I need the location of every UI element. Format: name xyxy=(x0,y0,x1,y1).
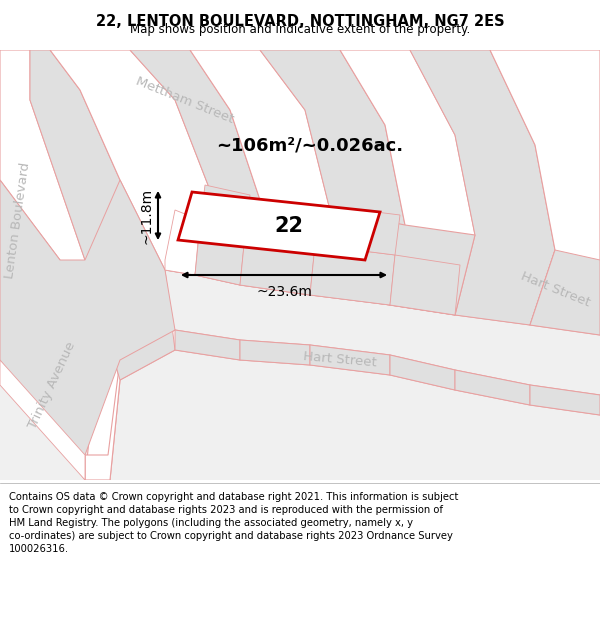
Polygon shape xyxy=(315,205,400,255)
Polygon shape xyxy=(530,385,600,415)
Text: Lenton Boulevard: Lenton Boulevard xyxy=(4,161,32,279)
Text: 22, LENTON BOULEVARD, NOTTINGHAM, NG7 2ES: 22, LENTON BOULEVARD, NOTTINGHAM, NG7 2E… xyxy=(95,14,505,29)
Text: ~106m²/~0.026ac.: ~106m²/~0.026ac. xyxy=(217,136,404,154)
Polygon shape xyxy=(310,245,395,305)
Polygon shape xyxy=(455,370,530,405)
Polygon shape xyxy=(175,330,240,360)
Polygon shape xyxy=(310,345,390,375)
Polygon shape xyxy=(200,185,250,235)
Polygon shape xyxy=(195,225,245,285)
Text: 22: 22 xyxy=(274,216,303,236)
Polygon shape xyxy=(0,50,120,480)
Polygon shape xyxy=(178,192,380,260)
Polygon shape xyxy=(240,340,310,365)
Polygon shape xyxy=(340,50,475,315)
Text: Contains OS data © Crown copyright and database right 2021. This information is : Contains OS data © Crown copyright and d… xyxy=(9,492,458,554)
Polygon shape xyxy=(260,50,405,305)
Polygon shape xyxy=(0,360,85,480)
Polygon shape xyxy=(85,330,600,480)
Polygon shape xyxy=(390,255,460,315)
Polygon shape xyxy=(410,50,555,325)
Text: ~11.8m: ~11.8m xyxy=(140,188,154,244)
Polygon shape xyxy=(490,50,600,335)
Polygon shape xyxy=(165,210,200,275)
Polygon shape xyxy=(0,50,600,480)
Polygon shape xyxy=(130,50,260,285)
Polygon shape xyxy=(190,50,330,295)
Polygon shape xyxy=(0,180,175,480)
Text: Hart Street: Hart Street xyxy=(518,270,592,310)
Text: ~23.6m: ~23.6m xyxy=(256,285,312,299)
Polygon shape xyxy=(390,355,455,390)
Polygon shape xyxy=(30,50,175,380)
Polygon shape xyxy=(50,50,210,275)
Text: Hart Street: Hart Street xyxy=(303,351,377,369)
Polygon shape xyxy=(240,235,315,295)
Polygon shape xyxy=(530,250,600,335)
Text: Map shows position and indicative extent of the property.: Map shows position and indicative extent… xyxy=(130,23,470,36)
Text: Mettham Street: Mettham Street xyxy=(134,74,236,126)
Text: Trinity Avenue: Trinity Avenue xyxy=(26,339,78,431)
Polygon shape xyxy=(165,100,555,325)
Polygon shape xyxy=(195,190,475,315)
